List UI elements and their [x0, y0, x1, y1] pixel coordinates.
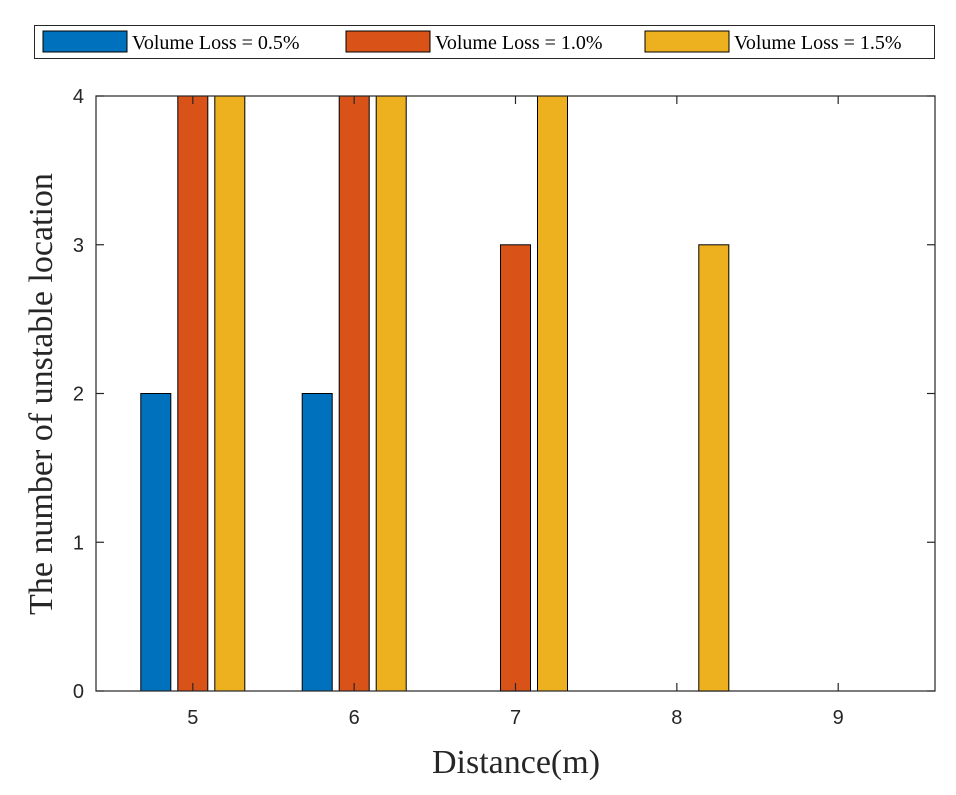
axes: [95, 95, 936, 692]
y-axis-title: The number of unstable location: [23, 173, 60, 615]
bar-series2-5: [177, 95, 209, 692]
bar-series1-6: [301, 393, 333, 692]
bar-series1-5: [140, 393, 172, 692]
legend-label-1: Volume Loss = 0.5%: [132, 32, 300, 54]
legend-swatch-1: [42, 30, 128, 53]
bar-series3-5: [214, 95, 246, 692]
y-tick-label-0: 0: [73, 681, 84, 703]
bar-series3-7: [537, 95, 568, 692]
legend-label-3: Volume Loss = 1.5%: [734, 32, 902, 54]
x-tick-label-7: 7: [510, 707, 521, 729]
bar-series3-6: [375, 95, 407, 692]
x-tick-label-6: 6: [349, 707, 360, 729]
x-tick-label-8: 8: [671, 707, 682, 729]
x-axis-title: Distance(m): [432, 744, 600, 781]
bar-series2-6: [338, 95, 370, 692]
legend: Volume Loss = 0.5% Volume Loss = 1.0% Volu…: [34, 25, 935, 59]
x-tick-label-5: 5: [187, 707, 198, 729]
legend-swatch-3: [644, 30, 730, 53]
bar-series3-8: [698, 244, 730, 692]
y-tick-label-3: 3: [73, 235, 84, 257]
x-tick-label-9: 9: [833, 707, 844, 729]
bars-group: [140, 95, 730, 692]
bar-series2-7: [500, 244, 531, 692]
y-tick-label-2: 2: [73, 384, 84, 406]
legend-box: [34, 25, 935, 59]
legend-label-2: Volume Loss = 1.0%: [435, 32, 603, 54]
y-tick-label-4: 4: [73, 86, 84, 108]
x-tick-labels: 5 6 7 8 9: [187, 707, 844, 729]
legend-swatch-2: [345, 30, 431, 53]
y-tick-label-1: 1: [73, 532, 84, 554]
y-tick-labels: 0 1 2 3 4: [73, 86, 84, 703]
